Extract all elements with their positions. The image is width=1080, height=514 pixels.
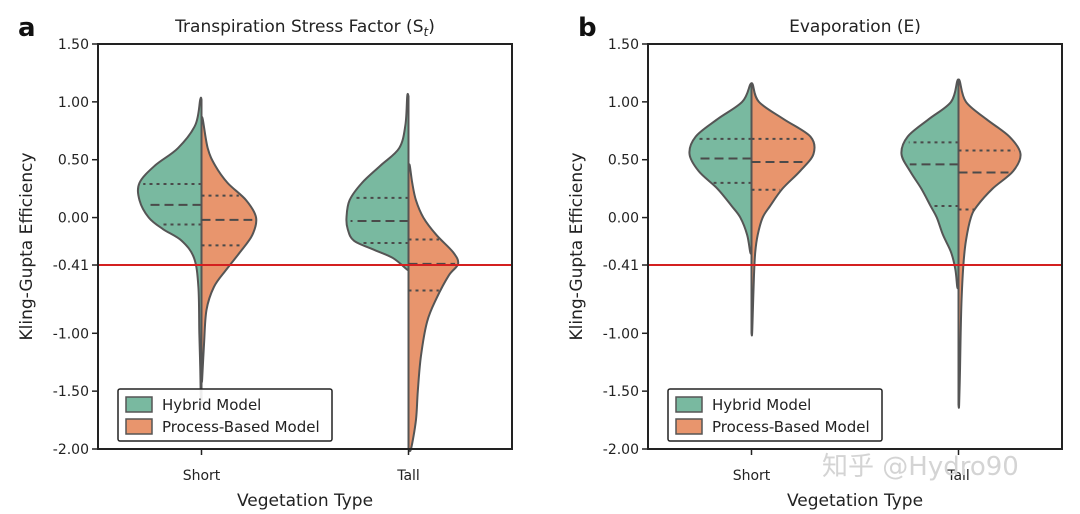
y-tick-label: -0.41 (603, 258, 639, 274)
chart-panel-a: 1.50 1.00 0.50 0.00 -0.41 -1.00 -1.50 -2.00 Shor… (17, 13, 513, 511)
legend-label: Hybrid Model (162, 396, 261, 414)
y-tick-label: 0.50 (58, 153, 89, 169)
violin-process-short (200, 116, 258, 384)
y-tick-label: -1.00 (603, 326, 639, 342)
legend-box (667, 388, 883, 442)
y-tick-label: 0.00 (58, 211, 89, 227)
y-tick-label: 0.00 (608, 211, 639, 227)
plot-frame (97, 43, 513, 450)
plot-frame (647, 43, 1063, 450)
violin-process-tall (407, 163, 460, 453)
legend-swatch-hybrid (125, 396, 153, 413)
violin-process-short (750, 82, 816, 337)
legend-label: Process-Based Model (162, 418, 320, 436)
x-axis-title: Vegetation Type (237, 491, 373, 511)
legend-box (117, 388, 333, 442)
panel-letter: a (18, 13, 36, 43)
legend-swatch-process (125, 418, 153, 435)
y-tick-label: 1.00 (58, 95, 89, 111)
y-tick-label: -1.00 (53, 326, 89, 342)
y-tick-label: -2.00 (53, 442, 89, 458)
violin-hybrid-short (688, 82, 753, 255)
x-axis-title: Vegetation Type (787, 491, 923, 511)
y-tick-label: 0.50 (608, 153, 639, 169)
x-tick-label: Tall (946, 468, 970, 484)
legend-swatch-process (675, 418, 703, 435)
y-tick-label: 1.50 (608, 37, 639, 53)
legend-label: Process-Based Model (712, 418, 870, 436)
y-tick-label: 1.00 (608, 95, 639, 111)
chart-panel-b: 1.50 1.00 0.50 0.00 -0.41 -1.00 -1.50 -2.00 Shor… (567, 13, 1063, 511)
legend-swatch-hybrid (675, 396, 703, 413)
y-tick-label: 1.50 (58, 37, 89, 53)
panel-title: Evaporation (E) (789, 17, 921, 37)
y-axis-title: Kling-Gupta Efficiency (17, 152, 37, 340)
violin-hybrid-tall (345, 92, 410, 272)
panel-letter: b (578, 13, 597, 43)
y-axis-title: Kling-Gupta Efficiency (567, 152, 587, 340)
y-tick-label: -1.50 (53, 384, 89, 400)
legend-label: Hybrid Model (712, 396, 811, 414)
x-tick-label: Short (183, 468, 221, 484)
x-tick-label: Short (733, 468, 771, 484)
x-tick-label: Tall (396, 468, 420, 484)
violin-hybrid-short (136, 96, 203, 407)
violin-process-tall (957, 78, 1022, 409)
panel-title: Transpiration Stress Factor (St) (174, 17, 435, 39)
y-tick-label: -0.41 (53, 258, 89, 274)
violin-hybrid-tall (900, 78, 960, 290)
y-tick-label: -1.50 (603, 384, 639, 400)
y-tick-label: -2.00 (603, 442, 639, 458)
